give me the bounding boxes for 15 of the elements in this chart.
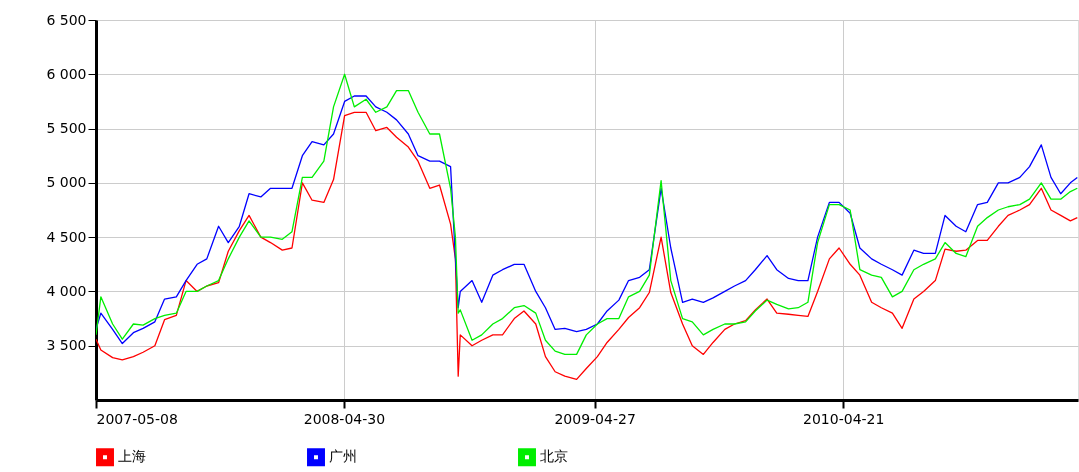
legend-label: 北京 [540,448,568,465]
line-series [96,111,1078,381]
x-tick-label: 2010-04-21 [803,410,885,427]
y-tick-label: 3 500 [46,337,87,354]
x-tick-label: 2007-05-08 [96,410,178,427]
y-tick-label: 6 500 [46,11,87,28]
y-tick-label: 4 000 [46,282,87,299]
legend-label: 广州 [329,448,357,465]
y-tick-label: 4 500 [46,228,87,245]
legend-label: 上海 [118,448,146,465]
y-tick-label: 5 500 [46,120,87,137]
x-tick-label: 2009-04-27 [554,410,636,427]
y-tick-label: 6 000 [46,65,87,82]
y-tick-label: 5 000 [46,174,87,191]
x-tick-label: 2008-04-30 [303,410,386,427]
